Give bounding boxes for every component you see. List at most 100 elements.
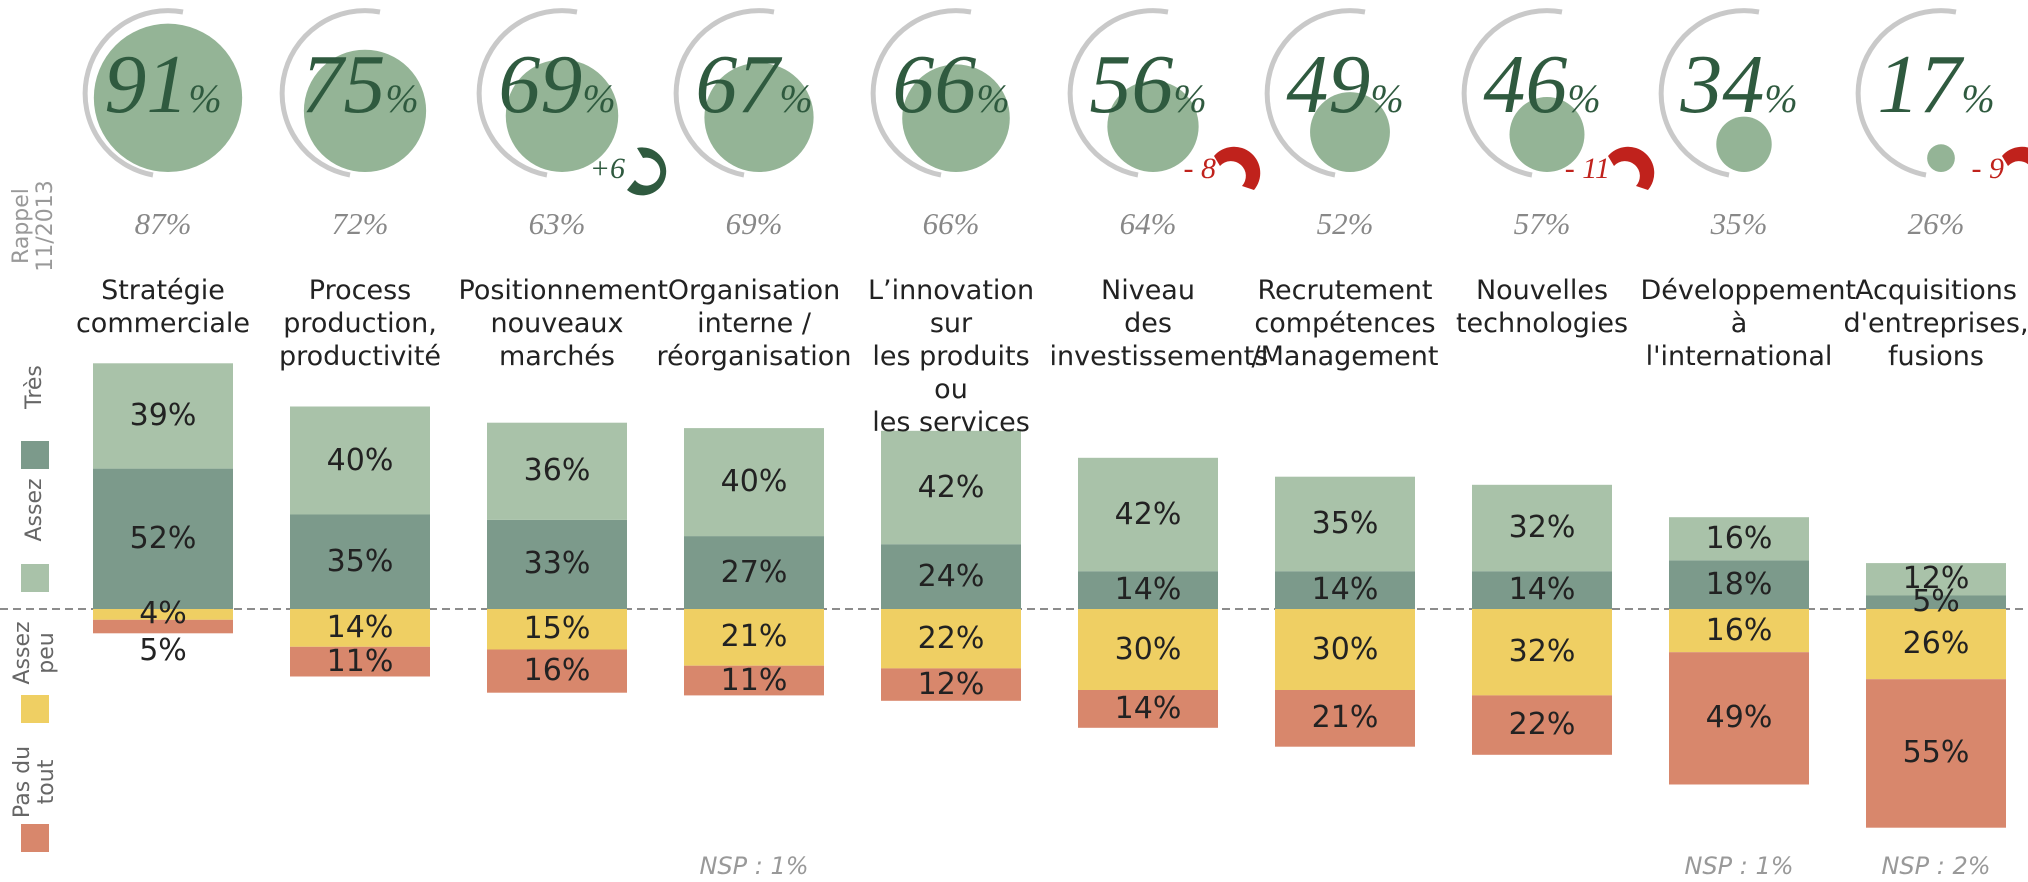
category-label: Process production, productivité bbox=[278, 275, 442, 372]
bar-segment bbox=[1472, 695, 1612, 755]
segment-label: 18% bbox=[1705, 566, 1773, 602]
bar-segment bbox=[1866, 563, 2006, 596]
previous-label: Rappel 11/2013 bbox=[9, 180, 58, 272]
category-label: Positionnement nouveaux marchés bbox=[458, 275, 668, 372]
segment-label: 26% bbox=[1902, 626, 1970, 662]
bubble-label: 49% bbox=[1286, 38, 1404, 131]
bubble-arc bbox=[1461, 8, 1563, 178]
segment-label: 55% bbox=[1902, 735, 1970, 771]
previous-value: 35% bbox=[1710, 206, 1768, 241]
legend-label: Très bbox=[22, 365, 47, 409]
legend-swatch bbox=[21, 441, 49, 469]
bar-segment bbox=[1472, 609, 1612, 696]
segment-label: 52% bbox=[129, 520, 197, 556]
segment-label: 11% bbox=[326, 643, 394, 679]
legend-swatch bbox=[21, 564, 49, 592]
segment-label: 35% bbox=[1311, 505, 1379, 541]
bubble-arc bbox=[82, 8, 184, 178]
change-label: - 9 bbox=[1971, 152, 2005, 185]
note: NSP : 2% bbox=[1881, 852, 1991, 880]
category-label: Stratégie commerciale bbox=[75, 275, 251, 339]
bar-segment bbox=[290, 406, 430, 515]
segment-label: 14% bbox=[1508, 572, 1576, 608]
segment-label: 49% bbox=[1705, 700, 1773, 736]
segment-label: 42% bbox=[917, 469, 985, 505]
segment-label: 36% bbox=[523, 453, 591, 489]
segment-label: 39% bbox=[129, 397, 197, 433]
bar-segment bbox=[1669, 609, 1809, 653]
bar-segment bbox=[1078, 690, 1218, 728]
bar-segment bbox=[881, 668, 1021, 701]
bubble-label: 91% bbox=[104, 38, 222, 131]
segment-label: 11% bbox=[720, 662, 788, 698]
segment-label: 14% bbox=[1311, 572, 1379, 608]
segment-label: 35% bbox=[326, 543, 394, 579]
segment-label: 22% bbox=[1508, 707, 1576, 743]
bubble-label: 46% bbox=[1483, 38, 1601, 131]
previous-value: 87% bbox=[134, 206, 192, 241]
segment-label: 16% bbox=[523, 653, 591, 689]
bar-segment bbox=[93, 619, 233, 634]
bubble bbox=[1310, 92, 1390, 172]
bar-segment bbox=[1078, 457, 1218, 572]
bar-segment bbox=[1078, 571, 1218, 609]
segment-label: 32% bbox=[1508, 510, 1576, 545]
change-arrow bbox=[627, 147, 667, 196]
bar-segment bbox=[1275, 476, 1415, 572]
bar-segment bbox=[1472, 571, 1612, 609]
category-label: L’innovation sur les produits ou les ser… bbox=[867, 275, 1035, 438]
previous-value: 26% bbox=[1907, 206, 1965, 241]
bar-segment bbox=[1669, 652, 1809, 785]
previous-value: 66% bbox=[922, 206, 980, 241]
bar-segment bbox=[93, 468, 233, 609]
segment-label: 14% bbox=[326, 609, 394, 645]
bar-segment bbox=[1669, 517, 1809, 561]
legend-swatch bbox=[21, 824, 49, 852]
bubble-arc bbox=[279, 8, 381, 178]
change-label: - 8 bbox=[1183, 152, 1217, 185]
segment-label: 30% bbox=[1114, 631, 1182, 667]
note: NSP : 1% bbox=[1684, 852, 1794, 880]
bubble-arc bbox=[1264, 8, 1366, 178]
previous-value: 72% bbox=[331, 206, 389, 241]
bubble bbox=[1927, 144, 1955, 172]
segment-label: 14% bbox=[1114, 690, 1182, 726]
bubble-arc bbox=[476, 8, 578, 178]
bar-segment bbox=[1078, 609, 1218, 690]
legend-swatch bbox=[21, 695, 49, 723]
bar-segment bbox=[881, 544, 1021, 609]
segment-label: 40% bbox=[326, 442, 394, 478]
bar-segment bbox=[290, 514, 430, 609]
segment-label: 21% bbox=[1311, 700, 1379, 736]
bar-segment bbox=[1669, 560, 1809, 609]
legend-label: Assez bbox=[22, 478, 47, 542]
bubble-arc bbox=[673, 8, 775, 178]
segment-label: 30% bbox=[1311, 631, 1379, 667]
bubble-label: 56% bbox=[1089, 38, 1207, 131]
bubble bbox=[1716, 116, 1772, 172]
bar-segment bbox=[1275, 690, 1415, 747]
segment-label: 16% bbox=[1705, 520, 1773, 556]
bar-segment bbox=[1866, 595, 2006, 609]
bar-segment bbox=[487, 609, 627, 650]
category-label: Niveau des investissements bbox=[1049, 275, 1269, 372]
bar-segment bbox=[684, 665, 824, 696]
segment-label: 22% bbox=[917, 620, 985, 656]
previous-value: 69% bbox=[725, 206, 783, 241]
previous-value: 52% bbox=[1316, 206, 1374, 241]
segment-label: 21% bbox=[720, 619, 788, 655]
bubble bbox=[505, 59, 619, 172]
bar-segment bbox=[487, 519, 627, 609]
segment-label: 24% bbox=[917, 558, 985, 594]
bubble-label: 75% bbox=[301, 38, 419, 131]
bubble-label: 69% bbox=[498, 38, 616, 131]
bubble-label: 66% bbox=[892, 38, 1010, 131]
bar-segment bbox=[684, 428, 824, 537]
legend-label: Assez peu bbox=[10, 621, 59, 685]
segment-label: 33% bbox=[523, 546, 591, 582]
segment-label: 5% bbox=[1912, 584, 1960, 620]
segment-label: 12% bbox=[917, 666, 985, 702]
bubble-arc bbox=[1067, 8, 1169, 178]
